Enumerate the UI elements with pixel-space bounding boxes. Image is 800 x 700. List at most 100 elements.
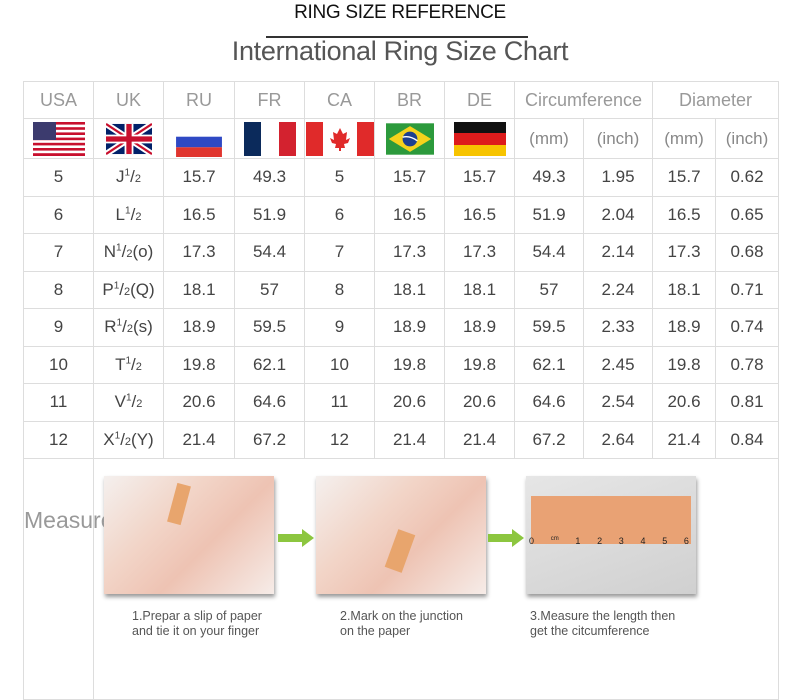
cell-ru: 15.7: [163, 158, 235, 197]
cell-din: 0.81: [715, 383, 780, 422]
ruler-label: 4: [640, 536, 646, 546]
unit-dia-inch: (inch): [715, 118, 780, 159]
cell-br: 16.5: [374, 195, 445, 234]
col-br: BR: [374, 81, 445, 119]
step3-caption: 3.Measure the length then get the citcumf…: [530, 609, 675, 639]
cell-din: 0.84: [715, 420, 780, 459]
ruler-label: 0: [529, 536, 535, 546]
col-ru: RU: [163, 81, 235, 119]
cell-dmm: 19.8: [652, 345, 717, 384]
cell-fr: 54.4: [234, 233, 305, 272]
cell-dmm: 16.5: [652, 195, 717, 234]
cell-ca: 6: [304, 195, 375, 234]
measure-row: Measure 0 cm 1 2 3 4 5 6 1.Prepar a slip of pap…: [23, 458, 780, 700]
cell-cin: 2.14: [582, 233, 654, 272]
cell-de: 18.1: [444, 270, 515, 309]
cell-ru: 16.5: [163, 195, 235, 234]
step3-photo: 0 cm 1 2 3 4 5 6: [526, 476, 696, 594]
col-uk: UK: [93, 81, 164, 119]
cell-din: 0.68: [715, 233, 780, 272]
cell-cmm: 62.1: [514, 345, 584, 384]
measure-label: Measure: [23, 458, 113, 700]
cell-fr: 64.6: [234, 383, 305, 422]
table-row: 8 P1/2(Q) 18.1 57 8 18.1 18.1 57 2.24 18.1 0.71: [23, 270, 780, 309]
half-num: 1: [125, 205, 131, 217]
half-num: 1: [125, 355, 132, 367]
half-den: 2: [135, 360, 142, 373]
unit-dia-mm: (mm): [652, 118, 717, 159]
half-num: 1: [125, 392, 132, 404]
header-row: USA UK RU FR CA BR DE Circumference Diam…: [23, 81, 780, 119]
ruler-labels: 0 cm 1 2 3 4 5 6: [529, 536, 689, 546]
half-den: 2: [126, 323, 133, 336]
cell-br: 15.7: [374, 158, 445, 197]
cell-de: 15.7: [444, 158, 515, 197]
cell-cmm: 57: [514, 270, 584, 309]
caption-line: 3.Measure the length then: [530, 609, 676, 623]
cell-usa: 8: [23, 270, 94, 309]
cell-ca: 7: [304, 233, 375, 272]
table-row: 11 V1/2 20.6 64.6 11 20.6 20.6 64.6 2.54 20.6 0.81: [23, 383, 780, 422]
cell-dmm: 15.7: [652, 158, 717, 197]
half-num: 1: [124, 167, 131, 179]
cell-fr: 49.3: [234, 158, 305, 197]
cell-cin: 2.54: [582, 383, 654, 422]
col-usa: USA: [23, 81, 94, 119]
half-num: 1: [116, 242, 122, 254]
table-row: 7 N1/2(o) 17.3 54.4 7 17.3 17.3 54.4 2.14 17.3 0.6…: [23, 233, 780, 272]
uk-letter: X: [103, 429, 115, 449]
cell-ru: 18.9: [163, 308, 235, 347]
cell-ru: 19.8: [163, 345, 235, 384]
cell-ca: 8: [304, 270, 375, 309]
arrow-icon: [278, 529, 314, 547]
half-num: 1: [114, 430, 121, 442]
cell-br: 19.8: [374, 345, 445, 384]
ruler-label: 1: [575, 536, 581, 546]
step1-caption: 1.Prepar a slip of paper and tie it on yo…: [132, 609, 262, 639]
ring-size-table: USA UK RU FR CA BR DE Circumference Diam…: [23, 81, 780, 700]
flags-row: (mm) (inch) (mm) (inch): [23, 118, 780, 159]
cell-usa: 5: [23, 158, 94, 197]
cell-ru: 20.6: [163, 383, 235, 422]
half-num: 1: [116, 317, 123, 329]
page-title: International Ring Size Chart: [231, 36, 569, 66]
cell-uk: P1/2(Q): [93, 270, 164, 309]
table-row: 5 J1/2 15.7 49.3 5 15.7 15.7 49.3 1.95 15.7 0.62: [23, 158, 780, 197]
cell-fr: 51.9: [234, 195, 305, 234]
table-row: 10 T1/2 19.8 62.1 10 19.8 19.8 62.1 2.45 19.8 0.78: [23, 345, 780, 384]
cell-cmm: 51.9: [514, 195, 584, 234]
cell-cin: 2.45: [582, 345, 654, 384]
cell-din: 0.65: [715, 195, 780, 234]
cell-uk: V1/2: [93, 383, 164, 422]
cell-de: 19.8: [444, 345, 515, 384]
col-ca: CA: [304, 81, 375, 119]
cell-ca: 11: [304, 383, 375, 422]
cell-din: 0.62: [715, 158, 780, 197]
cell-cin: 2.24: [582, 270, 654, 309]
unit-circ-mm: (mm): [514, 118, 584, 159]
col-de: DE: [444, 81, 515, 119]
uk-alt: (s): [132, 317, 153, 337]
canada-flag-icon: [305, 121, 374, 156]
cell-ru: 18.1: [163, 270, 235, 309]
step2-caption: 2.Mark on the junction on the paper: [340, 609, 463, 639]
cell-cin: 1.95: [582, 158, 654, 197]
cell-cin: 2.33: [582, 308, 654, 347]
cell-fr: 67.2: [234, 420, 305, 459]
us-flag-icon: [32, 121, 85, 156]
measure-steps: 0 cm 1 2 3 4 5 6 1.Prepar a slip of paper and ti…: [94, 459, 778, 651]
cell-usa: 12: [23, 420, 94, 459]
cell-cmm: 54.4: [514, 233, 584, 272]
ruler-label: 6: [683, 536, 689, 546]
arrow-icon: [488, 529, 524, 547]
cell-usa: 10: [23, 345, 94, 384]
cell-de: 16.5: [444, 195, 515, 234]
col-diameter: Diameter: [652, 81, 780, 119]
ruler-label: 2: [597, 536, 603, 546]
cell-cmm: 49.3: [514, 158, 584, 197]
cell-uk: R1/2(s): [93, 308, 164, 347]
cell-cmm: 59.5: [514, 308, 584, 347]
cell-uk: N1/2(o): [93, 233, 164, 272]
ruler-label: 5: [662, 536, 668, 546]
cell-ca: 9: [304, 308, 375, 347]
